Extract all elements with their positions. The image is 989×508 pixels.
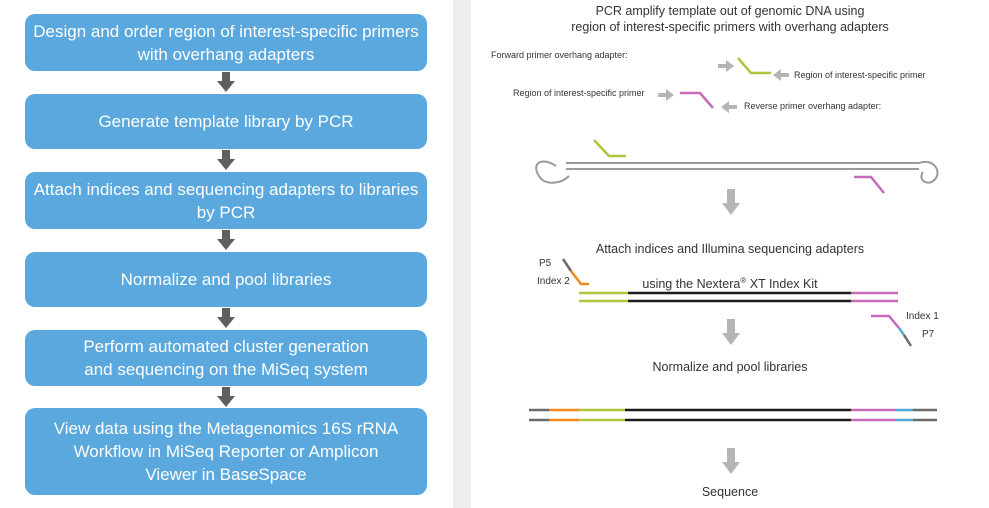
down-arrow-icon [217,387,235,407]
down-arrow-icon [217,308,235,328]
sequence-heading: Sequence [701,485,759,499]
down-arrow-icon [722,189,740,215]
reverse-adapter-label: Reverse primer overhang adapter: [744,101,882,111]
step-design-primers: Design and order region of interest-spec… [25,14,427,71]
registered-mark: ® [740,276,747,285]
p5-adapter [561,258,573,272]
pcr-heading: PCR amplify template out of genomic DNA … [571,4,889,34]
index1-label: Index 1 [906,311,939,322]
attach-heading-line2: using the Nextera [642,277,741,292]
down-arrow-icon [217,230,235,250]
p7-adapter [902,334,913,347]
workflow-panel: Design and order region of interest-spec… [0,0,453,508]
reverse-adapter-arrow-icon [721,101,737,113]
roi-primer-label-right: Region of interest-specific primer [794,70,926,80]
roi-primer-label-left: Region of interest-specific primer [513,88,645,98]
diagram-panel: PCR amplify template out of genomic DNA … [471,0,989,508]
down-arrow-icon [722,319,740,345]
down-arrow-icon [217,150,235,170]
down-arrow-icon [722,448,740,474]
primer-schematic [535,57,939,194]
step-view-data: View data using the Metagenomics 16S rRN… [25,408,427,495]
forward-primer-annealed [593,139,626,158]
roi-primer-arrow-icon [658,89,674,101]
index2-adapter [570,270,589,286]
forward-adapter-label: Forward primer overhang adapter: [491,50,628,60]
step-generate-library: Generate template library by PCR [25,94,427,149]
p7-label: P7 [922,329,935,340]
normalize-heading: Normalize and pool libraries [652,360,808,374]
roi-primer-arrow-icon [773,69,789,81]
genomic-dna [535,160,939,184]
library-schematic [561,258,913,347]
down-arrow-icon [217,72,235,92]
step-cluster-sequencing: Perform automated cluster generation and… [25,330,427,386]
index2-label: Index 2 [537,276,570,287]
forward-primer [737,57,771,75]
attach-heading: Attach indices and Illumina sequencing a… [471,225,989,292]
attach-heading-line2-end: XT Index Kit [746,277,818,292]
step-normalize-pool: Normalize and pool libraries [25,252,427,307]
attach-heading-line1: Attach indices and Illumina sequencing a… [595,242,865,256]
pooled-library [529,408,937,422]
index1-adapter [871,314,900,329]
p5-label: P5 [539,258,552,269]
index1-blue [897,327,906,336]
reverse-primer [680,91,714,109]
reverse-primer-annealed [854,175,885,194]
forward-adapter-arrow-icon [718,60,734,72]
step-attach-indices: Attach indices and sequencing adapters t… [25,172,427,229]
